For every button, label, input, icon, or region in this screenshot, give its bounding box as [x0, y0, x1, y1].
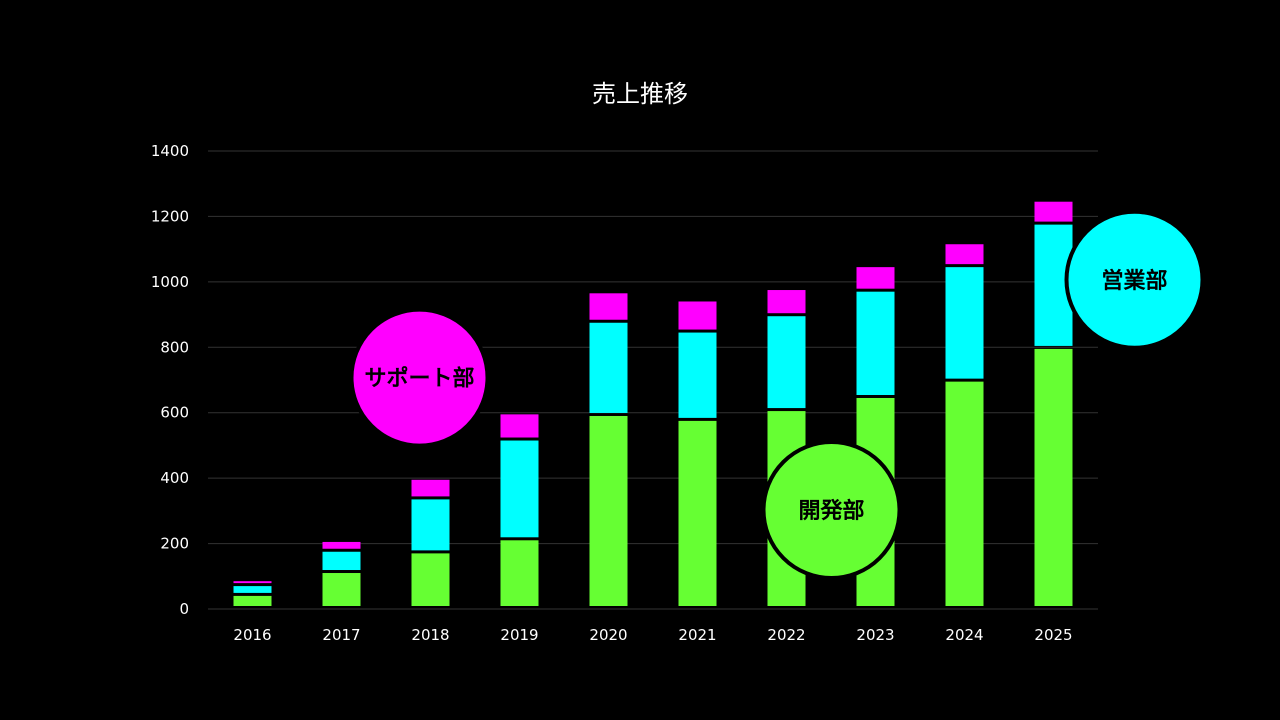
series-label-bubble	[1064, 209, 1205, 350]
bar-segment	[945, 267, 984, 379]
bar-segment	[1034, 348, 1073, 606]
series-label-bubble	[349, 307, 490, 448]
bar-segment	[589, 415, 628, 606]
x-tick-label: 2023	[856, 626, 894, 644]
y-tick-label: 800	[160, 338, 189, 356]
x-tick-label: 2019	[500, 626, 538, 644]
series-name-label: 営業部	[1101, 268, 1167, 294]
bar-segment	[233, 595, 272, 606]
bar-segment	[411, 499, 450, 551]
series-label-bubble	[761, 440, 902, 581]
bar-segment	[945, 381, 984, 606]
bar-segment	[322, 551, 361, 571]
x-tick-label: 2025	[1034, 626, 1072, 644]
x-tick-label: 2016	[233, 626, 271, 644]
bar-segment	[233, 586, 272, 593]
x-tick-label: 2018	[411, 626, 449, 644]
bar-segment	[678, 301, 717, 330]
x-tick-label: 2021	[678, 626, 716, 644]
chart-title: 売上推移	[592, 80, 688, 108]
axis-labels: 0 200 400 600 800 1000 1200 1400 2016 2017 2018 201…	[151, 142, 1073, 644]
bar-segment	[856, 291, 895, 395]
bar-segment	[589, 293, 628, 320]
y-tick-label: 1000	[151, 273, 189, 291]
bar-segment	[233, 581, 272, 584]
x-tick-label: 2024	[945, 626, 983, 644]
bar-segment	[678, 420, 717, 606]
bar-segment	[411, 479, 450, 497]
y-tick-label: 200	[160, 535, 189, 553]
bar-segment	[500, 540, 539, 606]
bar-segment	[500, 440, 539, 538]
bar-segment	[589, 322, 628, 413]
bars	[233, 201, 1073, 606]
y-tick-label: 400	[160, 469, 189, 487]
bar-segment	[767, 290, 806, 314]
y-tick-label: 1400	[151, 142, 189, 160]
bar-segment	[678, 332, 717, 418]
x-tick-label: 2022	[767, 626, 805, 644]
bar-segment	[767, 316, 806, 409]
x-tick-label: 2020	[589, 626, 627, 644]
x-tick-label: 2017	[322, 626, 360, 644]
bar-segment	[322, 573, 361, 606]
bar-segment	[500, 414, 539, 438]
bar-segment	[945, 244, 984, 265]
bar-segment	[1034, 201, 1073, 222]
bar-segment	[322, 541, 361, 549]
series-name-label: サポート部	[364, 366, 474, 392]
series-name-label: 開発部	[798, 498, 864, 524]
y-tick-label: 0	[179, 600, 189, 618]
y-tick-label: 1200	[151, 207, 189, 225]
bar-segment	[411, 553, 450, 606]
bar-segment	[856, 267, 895, 289]
y-tick-label: 600	[160, 404, 189, 422]
